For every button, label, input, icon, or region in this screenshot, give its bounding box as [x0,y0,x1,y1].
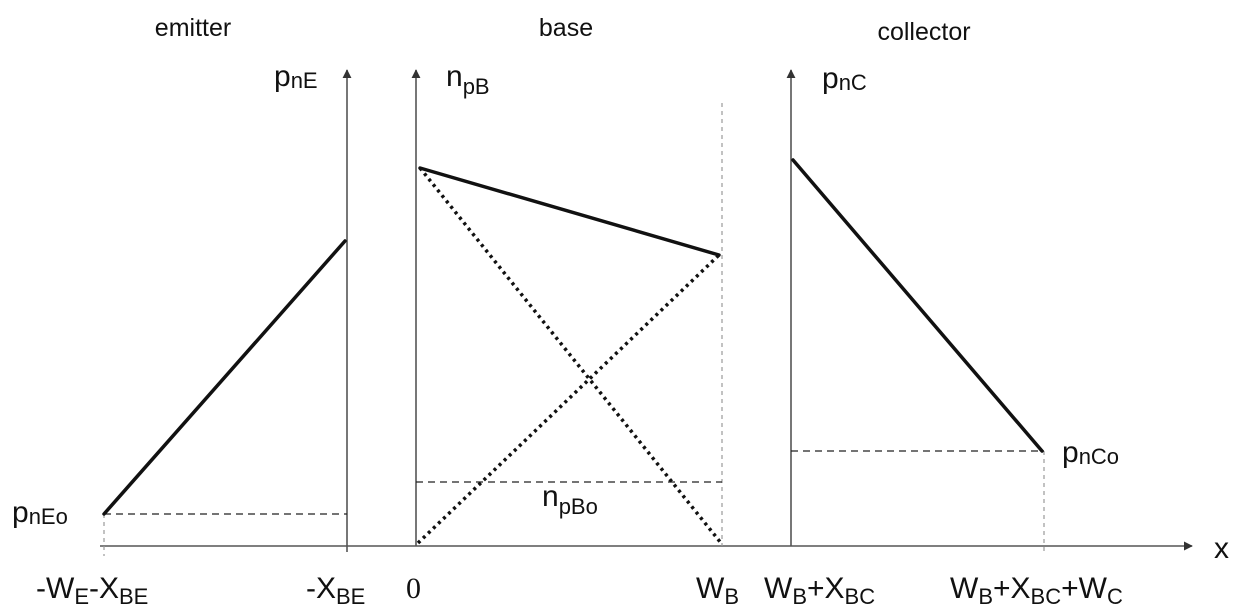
tick-collector-end-c: +W [1061,572,1108,605]
tick-base-end-a-sub: B [724,584,739,609]
tick-emitter-end: -XBE [306,572,365,609]
region-title-collector: collector [877,18,970,46]
emitter-equilibrium-label: pnEo [12,496,68,529]
emitter-y-axis-label: pnE [274,60,318,93]
tick-emitter-end-a-sub: BE [336,584,365,609]
tick-emitter-start-a: -W [36,572,75,605]
base-y-main: n [446,60,463,93]
collector-eq-main: p [1062,436,1079,469]
tick-base-end: WB [696,572,739,609]
tick-collector-end-a-sub: B [978,584,993,609]
emitter-profile-line [102,239,347,516]
tick-collector-start: WB+XBC [764,572,875,609]
tick-base-start: 0 [406,572,421,605]
base-y-axis-label: npB [446,60,490,99]
emitter-y-main: p [274,60,291,93]
emitter-y-sub: nE [291,68,318,93]
tick-collector-start-a: W [764,572,793,605]
base-eq-sub: pBo [559,494,598,519]
tick-emitter-start: -WE-XBE [36,572,148,609]
tick-base-end-a: W [696,572,725,605]
emitter-eq-main: p [12,496,29,529]
region-title-base: base [539,14,593,42]
tick-emitter-end-a: -X [306,572,336,605]
tick-emitter-start-b-sub: BE [119,584,148,609]
collector-equilibrium-label: pnCo [1062,436,1119,469]
base-y-sub: pB [463,74,490,99]
tick-collector-end-c-sub: C [1107,584,1123,609]
tick-emitter-start-b: -X [89,572,119,605]
collector-y-main: p [822,62,839,95]
tick-collector-end-a: W [950,572,979,605]
collector-y-axis-label: pnC [822,62,867,95]
base-profile-line [418,166,721,257]
base-forward-component-line [418,166,723,545]
tick-collector-start-a-sub: B [792,584,807,609]
x-axis-label: x [1214,532,1229,565]
tick-collector-end-b-sub: BC [1031,584,1062,609]
base-eq-main: n [542,480,559,513]
base-equilibrium-label: npBo [542,480,598,519]
tick-emitter-start-a-sub: E [74,584,89,609]
tick-collector-start-b-sub: BC [845,584,876,609]
tick-collector-end: WB+XBC+WC [950,572,1123,609]
tick-collector-start-b: +X [807,572,845,605]
collector-eq-sub: nCo [1079,444,1119,469]
tick-collector-end-b: +X [993,572,1031,605]
collector-profile-line [791,158,1044,453]
region-title-emitter: emitter [155,14,231,42]
emitter-eq-sub: nEo [29,504,68,529]
collector-y-sub: nC [839,70,867,95]
